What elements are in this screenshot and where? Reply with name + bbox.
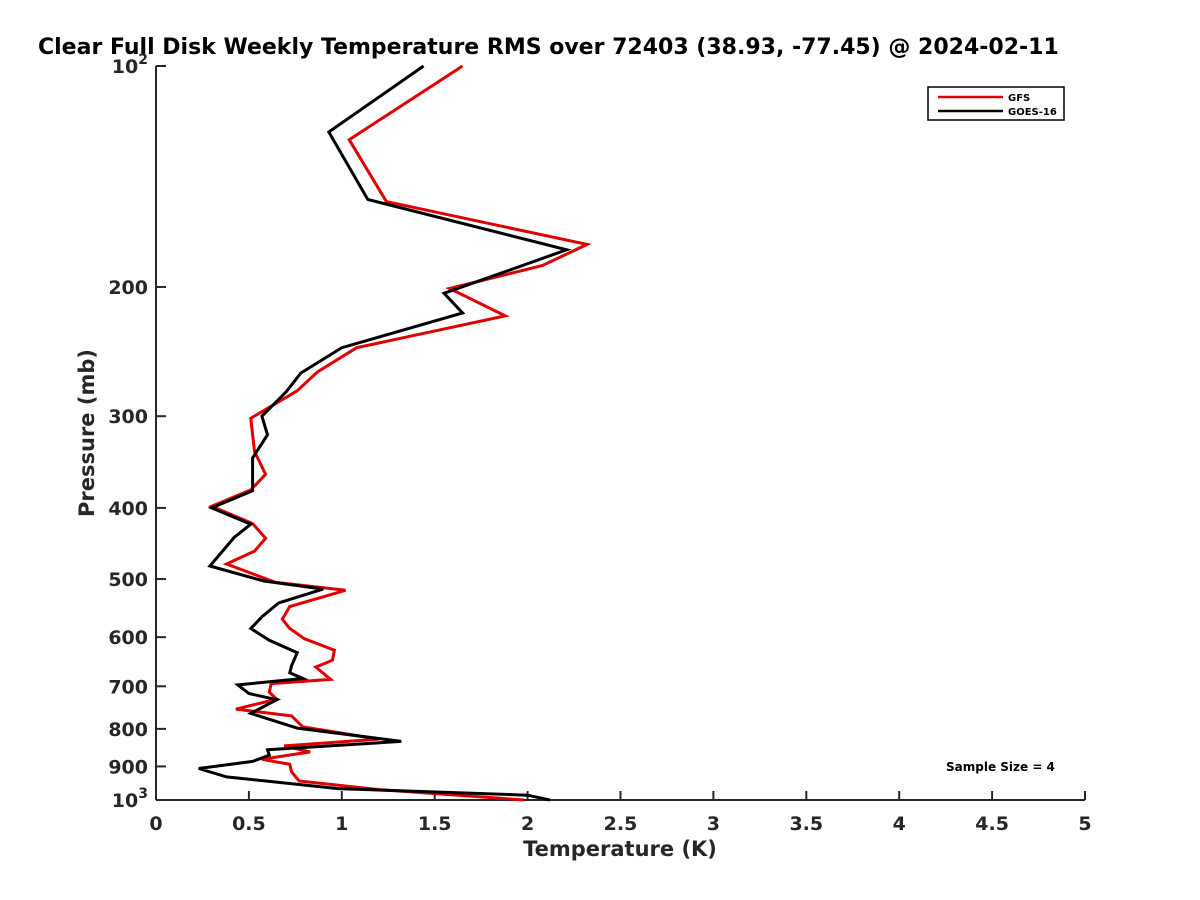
legend-box <box>927 86 1065 121</box>
legend-label-goes-16: GOES-16 <box>1008 107 1057 118</box>
series-line-goes-16 <box>198 64 572 802</box>
legend: GFS GOES-16 <box>927 86 1065 121</box>
y-axis-label: Pressure (mb) <box>75 349 99 517</box>
x-tick-label: 3.5 <box>789 813 823 835</box>
x-tick-label: 5 <box>1078 813 1091 835</box>
y-tick-label: 700 <box>108 676 148 698</box>
legend-label-gfs: GFS <box>1008 93 1030 104</box>
x-tick-label: 4 <box>893 813 906 835</box>
x-tick-label: 0.5 <box>232 813 266 835</box>
x-tick-label: 1 <box>335 813 348 835</box>
x-axis-label: Temperature (K) <box>523 837 717 861</box>
x-tick-label: 2 <box>521 813 534 835</box>
chart-title: Clear Full Disk Weekly Temperature RMS o… <box>38 35 1059 60</box>
sample-size-annotation: Sample Size = 4 <box>946 760 1055 774</box>
y-tick-label: 500 <box>108 569 148 591</box>
x-tick-label: 2.5 <box>604 813 638 835</box>
y-tick-label: 400 <box>108 498 148 520</box>
y-tick-label: 900 <box>108 756 148 778</box>
y-tick-label: 200 <box>108 277 148 299</box>
series-line-gfs <box>207 64 592 802</box>
y-tick-label: 103 <box>112 786 148 812</box>
x-tick-label: 0 <box>149 813 162 835</box>
y-tick-label: 800 <box>108 719 148 741</box>
y-tick-label: 102 <box>112 52 148 78</box>
y-tick-label: 300 <box>108 406 148 428</box>
x-tick-label: 1.5 <box>418 813 452 835</box>
x-tick-label: 4.5 <box>975 813 1009 835</box>
series-layer <box>198 64 592 802</box>
y-tick-label: 600 <box>108 627 148 649</box>
x-tick-label: 3 <box>707 813 720 835</box>
axes: 0 0.5 1 1.5 2 2.5 3 3.5 4 4.5 5 102 200 300 400 500 600 7… <box>108 52 1091 835</box>
